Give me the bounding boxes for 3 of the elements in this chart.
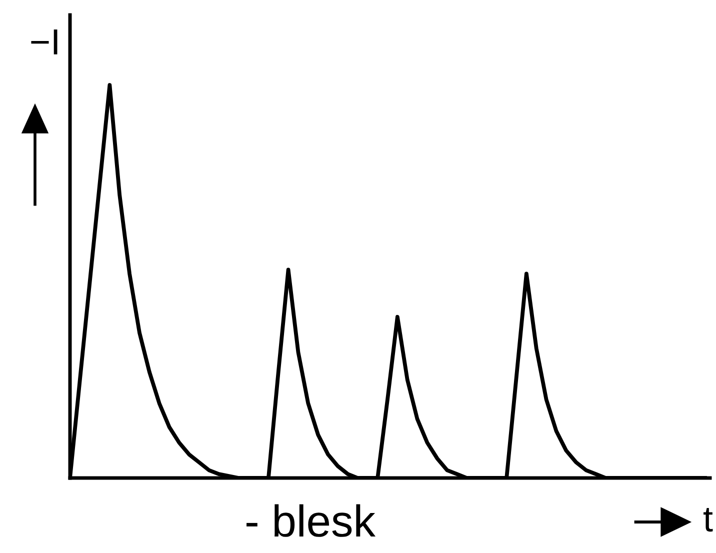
text: - blesk (246, 504, 376, 537)
y-axis-title: −I (31, 29, 58, 54)
x-axis-title: t (704, 508, 713, 532)
